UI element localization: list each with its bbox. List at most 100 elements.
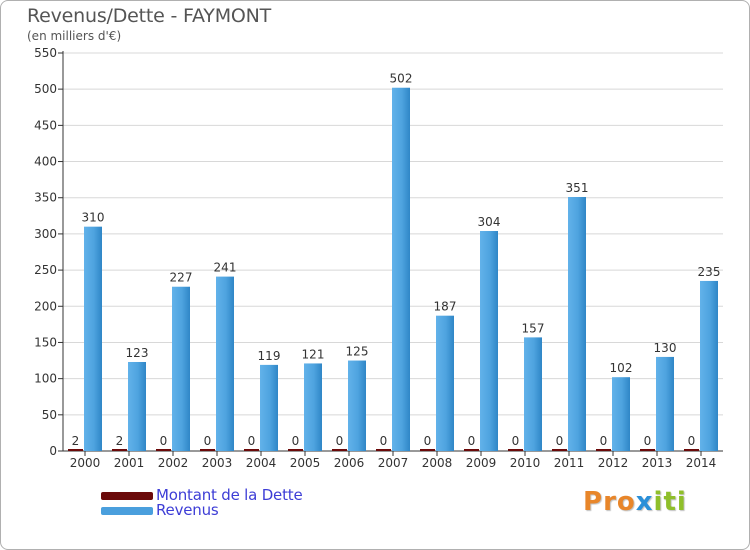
x-tick-label: 2006	[334, 456, 365, 470]
x-tick-label: 2011	[554, 456, 585, 470]
value-label-dette: 0	[644, 434, 652, 448]
value-label-dette: 0	[512, 434, 520, 448]
bar-revenus	[260, 364, 278, 451]
x-tick-label: 2007	[378, 456, 409, 470]
bar-dette	[68, 449, 83, 451]
value-label-revenus: 310	[82, 211, 105, 225]
logo-letter: P	[583, 487, 604, 517]
x-tick-label: 2005	[290, 456, 321, 470]
x-tick-label: 2012	[598, 456, 629, 470]
value-label-revenus: 235	[698, 265, 721, 279]
x-tick-label: 2000	[70, 456, 101, 470]
logo-letter: t	[663, 487, 677, 517]
bar-dette	[596, 449, 611, 451]
bar-dette	[156, 449, 171, 451]
x-tick-label: 2010	[510, 456, 541, 470]
bar-dette	[684, 449, 699, 451]
bars	[68, 87, 718, 451]
proxiti-logo: Proxiti	[583, 487, 687, 517]
legend-swatch-dette	[101, 492, 153, 500]
y-tick-label: 100	[34, 372, 57, 386]
bar-dette	[376, 449, 391, 451]
bar-revenus	[700, 280, 718, 451]
logo-letter: o	[616, 487, 636, 517]
bar-revenus	[612, 377, 630, 451]
bar-revenus	[392, 87, 410, 451]
value-label-dette: 0	[160, 434, 168, 448]
y-tick-label: 500	[34, 82, 57, 96]
value-label-dette: 2	[72, 434, 80, 448]
value-label-revenus: 119	[258, 349, 281, 363]
x-tick-label: 2013	[642, 456, 673, 470]
value-label-revenus: 351	[566, 181, 589, 195]
chart-subtitle: (en milliers d'€)	[27, 29, 122, 43]
bar-revenus	[348, 360, 366, 451]
bar-revenus	[172, 286, 190, 451]
bar-dette	[112, 449, 127, 451]
y-tick-label: 400	[34, 155, 57, 169]
bar-revenus	[304, 363, 322, 451]
value-label-revenus: 304	[478, 215, 501, 229]
value-label-revenus: 187	[434, 300, 457, 314]
value-label-revenus: 102	[610, 361, 633, 375]
bar-dette	[420, 449, 435, 451]
y-tick-label: 550	[34, 46, 57, 60]
bar-revenus	[524, 337, 542, 451]
logo-letter: i	[676, 487, 687, 517]
value-label-dette: 0	[336, 434, 344, 448]
value-label-revenus: 125	[346, 345, 369, 359]
logo-letter: x	[635, 487, 654, 517]
value-label-dette: 0	[688, 434, 696, 448]
bar-revenus	[436, 315, 454, 451]
bar-revenus	[128, 361, 146, 451]
value-label-revenus: 227	[170, 271, 193, 285]
x-tick-label: 2001	[114, 456, 145, 470]
value-label-revenus: 157	[522, 321, 545, 335]
x-tick-label: 2008	[422, 456, 453, 470]
y-tick-label: 150	[34, 335, 57, 349]
y-tick-label: 200	[34, 299, 57, 313]
y-tick-label: 250	[34, 263, 57, 277]
value-label-dette: 0	[292, 434, 300, 448]
chart-title: Revenus/Dette - FAYMONT	[27, 5, 272, 27]
value-label-dette: 0	[468, 434, 476, 448]
bar-dette	[508, 449, 523, 451]
y-tick-label: 350	[34, 191, 57, 205]
legend-label-dette: Montant de la Dette	[156, 486, 303, 504]
value-label-dette: 0	[556, 434, 564, 448]
bar-dette	[200, 449, 215, 451]
bar-revenus	[216, 276, 234, 451]
value-label-dette: 0	[204, 434, 212, 448]
x-tick-label: 2003	[202, 456, 233, 470]
y-tick-label: 450	[34, 118, 57, 132]
value-label-revenus: 241	[214, 261, 237, 275]
value-label-dette: 0	[380, 434, 388, 448]
bar-revenus	[480, 231, 498, 451]
logo-letter: r	[603, 487, 617, 517]
bar-dette	[288, 449, 303, 451]
bar-dette	[244, 449, 259, 451]
x-tick-label: 2004	[246, 456, 277, 470]
value-label-revenus: 502	[390, 72, 413, 86]
bar-revenus	[84, 226, 102, 451]
bar-dette	[552, 449, 567, 451]
y-tick-label: 300	[34, 227, 57, 241]
value-labels: 2 310 2 123 0 227 0 241 0 119 0 121 0 125 0 502 0 187 0 304…	[72, 72, 721, 448]
logo-letter: i	[653, 487, 664, 517]
x-tick-label: 2002	[158, 456, 189, 470]
legend-swatch-revenus	[101, 507, 153, 515]
value-label-dette: 2	[116, 434, 124, 448]
value-label-revenus: 123	[126, 346, 149, 360]
bar-revenus	[656, 356, 674, 451]
bar-dette	[640, 449, 655, 451]
x-tick-label: 2009	[466, 456, 497, 470]
bar-dette	[332, 449, 347, 451]
bar-revenus	[568, 197, 586, 451]
y-tick-label: 0	[49, 444, 57, 458]
value-label-revenus: 121	[302, 347, 325, 361]
value-label-dette: 0	[248, 434, 256, 448]
value-label-dette: 0	[600, 434, 608, 448]
